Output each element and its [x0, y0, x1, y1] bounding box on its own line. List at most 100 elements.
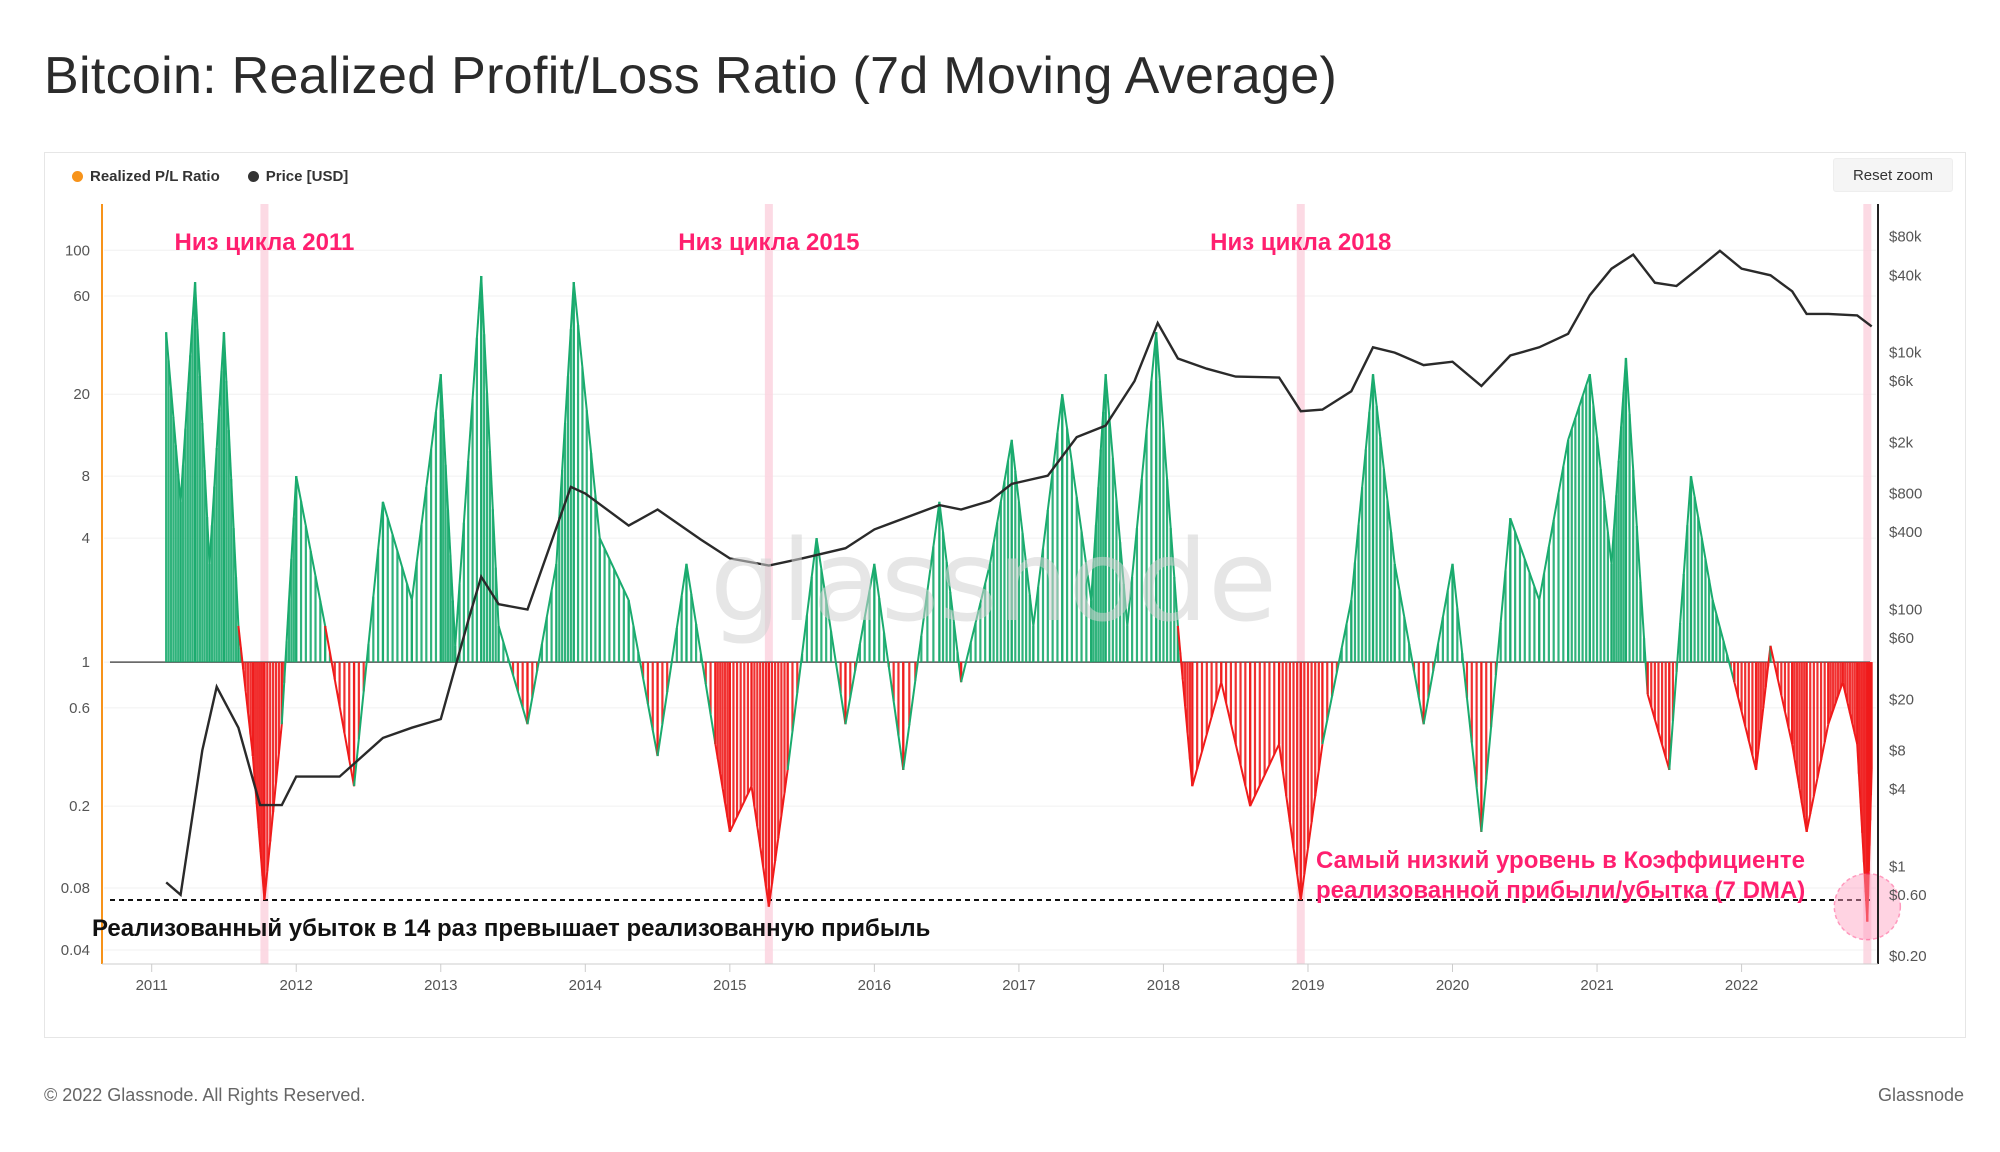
watermark: glassnode [710, 517, 1277, 647]
footer-brand: Glassnode [1877, 1085, 1964, 1105]
right-tick-label: $60 [1889, 630, 1914, 647]
ratio-line-segment [1509, 517, 1541, 601]
ratio-line-segment [728, 785, 753, 833]
cycle-bottom-band [764, 204, 773, 964]
ratio-line-segment [1422, 563, 1454, 725]
ratio-line-segment [1755, 645, 1772, 770]
x-tick-label: 2021 [1580, 977, 1613, 994]
left-tick-label: 0.6 [69, 700, 90, 717]
right-tick-label: $80k [1889, 229, 1922, 246]
right-tick-label: $800 [1889, 485, 1922, 502]
ratio-line-segment [1668, 476, 1692, 770]
legend-label: Realized P/L Ratio [90, 168, 220, 185]
ratio-line-segment [454, 275, 483, 646]
ratio-line-segment [1104, 374, 1129, 626]
ratio-line-segment [938, 501, 963, 683]
cycle-bottom-band [1296, 204, 1305, 964]
left-tick-label: 0.08 [61, 880, 90, 897]
ratio-line-segment [1646, 693, 1671, 771]
ratio-line-segment [1567, 373, 1591, 441]
ratio-line-segment [989, 439, 1013, 565]
ratio-line-segment [1856, 744, 1869, 922]
right-tick-label: $100 [1889, 601, 1922, 618]
ratio-line-segment [750, 786, 770, 907]
ratio-line-segment [1278, 743, 1302, 901]
ratio-line-segment [1841, 681, 1859, 745]
chart-legend: Realized P/L Ratio Price [USD] [72, 168, 348, 185]
left-tick-label: 1 [82, 654, 90, 671]
x-tick-label: 2019 [1291, 977, 1324, 994]
right-tick-label: $40k [1889, 267, 1922, 284]
ratio-line-segment [251, 755, 266, 901]
x-tick-label: 2020 [1436, 977, 1469, 994]
ratio-line-segment [902, 501, 941, 770]
ratio-line-segment [1299, 743, 1324, 901]
ratio-line-segment [208, 332, 225, 564]
ratio-line-segment [1126, 332, 1158, 626]
legend-item-price[interactable]: Price [USD] [247, 168, 349, 185]
ratio-line-segment [1480, 518, 1512, 832]
x-tick-label: 2014 [569, 977, 602, 994]
right-tick-label: $0.20 [1889, 948, 1927, 965]
ratio-line-segment [1711, 599, 1736, 683]
ratio-line-segment [1690, 475, 1714, 601]
reset-zoom-button[interactable]: Reset zoom [1833, 158, 1953, 192]
ratio-line-segment [280, 476, 298, 725]
ratio-line-segment [222, 332, 240, 626]
ratio-line-segment [1249, 743, 1280, 807]
cycle-bottom-label: Низ цикла 2011 [175, 229, 355, 256]
left-tick-label: 0.2 [69, 798, 90, 815]
x-tick-label: 2013 [424, 977, 457, 994]
ratio-line-segment [497, 625, 529, 725]
left-tick-label: 8 [82, 468, 90, 485]
left-tick-label: 60 [73, 288, 90, 305]
ratio-line-segment [194, 282, 211, 564]
lowest-highlight-circle [1833, 872, 1902, 941]
ratio-line-segment [960, 563, 991, 683]
ratio-line-segment [1321, 599, 1353, 745]
x-tick-label: 2016 [858, 977, 891, 994]
right-tick-label: $0.60 [1889, 887, 1927, 904]
ratio-line-segment [1827, 681, 1844, 725]
ratio-line-segment [263, 724, 283, 901]
x-tick-label: 2017 [1002, 977, 1035, 994]
ratio-line-segment [353, 501, 384, 787]
ratio-line-segment [1191, 681, 1223, 787]
ratio-line-segment [572, 282, 601, 539]
legend-dot-icon [72, 171, 83, 182]
ratio-line-segment [1866, 769, 1873, 922]
price-line [165, 249, 1873, 898]
ratio-line-segment [1393, 563, 1425, 725]
ratio-line-segment [237, 625, 254, 757]
ratio-line-segment [714, 743, 731, 833]
page-title: Bitcoin: Realized Profit/Loss Ratio (7d … [44, 47, 1338, 105]
left-tick-label: 20 [73, 386, 90, 403]
ratio-line-segment [656, 563, 688, 757]
legend-label: Price [USD] [265, 168, 349, 185]
lowest-annotation-line1: Самый низкий уровень в Коэффициенте [1316, 847, 1805, 874]
ratio-line-segment [324, 625, 356, 787]
right-tick-label: $4 [1889, 781, 1906, 798]
ratio-line-segment [598, 537, 630, 601]
ratio-line-segment [1538, 439, 1570, 601]
right-tick-label: $6k [1889, 373, 1914, 390]
ratio-line-segment [1176, 625, 1194, 787]
ratio-line-segment [1032, 394, 1064, 627]
ratio-line-segment [381, 501, 413, 601]
cycle-bottom-band [1863, 204, 1872, 964]
ratio-line-segment [1090, 374, 1107, 601]
loss-14x-annotation: Реализованный убыток в 14 раз превышает … [92, 915, 930, 942]
legend-item-realized-pl[interactable]: Realized P/L Ratio [72, 168, 220, 185]
right-tick-label: $8 [1889, 742, 1906, 759]
cycle-bottom-label: Низ цикла 2015 [678, 229, 859, 256]
ratio-line-segment [1610, 357, 1627, 564]
x-tick-label: 2012 [280, 977, 313, 994]
left-tick-label: 0.04 [61, 942, 90, 959]
legend-dot-icon [247, 171, 259, 182]
ratio-line-segment [685, 563, 717, 745]
ratio-line-segment [1350, 374, 1375, 601]
cycle-bottom-label: Низ цикла 2018 [1210, 229, 1391, 256]
left-tick-label: 100 [65, 242, 90, 259]
ratio-line-segment [1155, 332, 1179, 626]
